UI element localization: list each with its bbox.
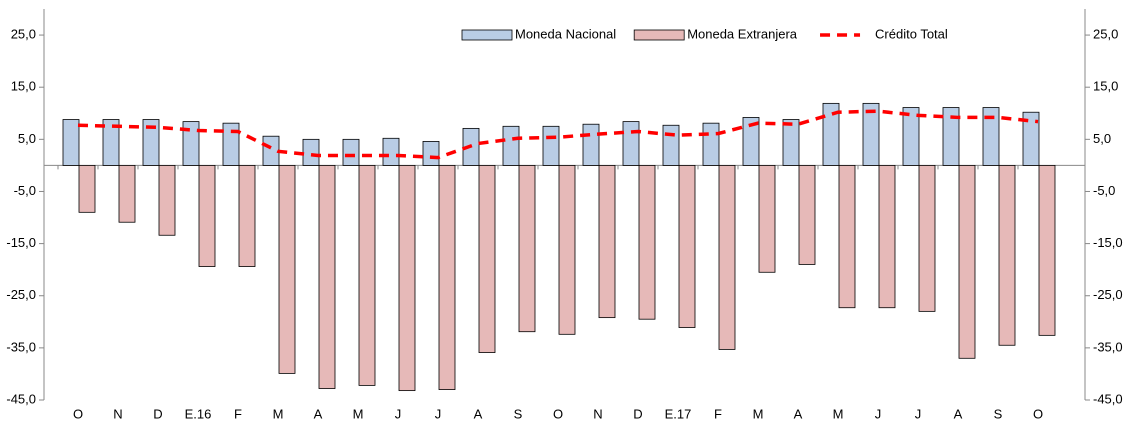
bar	[1022, 111, 1040, 166]
bar	[758, 164, 776, 273]
bar	[718, 164, 736, 350]
x-tick-label: S	[514, 406, 523, 421]
bar	[782, 119, 800, 166]
x-tick-label: S	[994, 406, 1003, 421]
bar	[598, 164, 616, 319]
x-tick-label: N	[593, 406, 602, 421]
x-tick-label: F	[714, 406, 722, 421]
x-tick-label: J	[875, 406, 882, 421]
x-tick-label: A	[954, 406, 963, 421]
y-tick-label: -45,0	[6, 391, 36, 406]
x-tick-label: J	[435, 406, 442, 421]
bar	[198, 164, 216, 267]
y2-tick-label: 25,0	[1093, 27, 1118, 42]
bar	[278, 164, 296, 374]
bar	[542, 125, 560, 166]
x-tick-label: F	[234, 406, 242, 421]
y2-tick-label: -5,0	[1093, 183, 1115, 198]
y2-tick-label: -45,0	[1093, 391, 1123, 406]
bar	[262, 135, 280, 166]
bar	[382, 137, 400, 166]
bar	[582, 123, 600, 166]
bar	[862, 102, 880, 166]
legend-swatch	[461, 29, 513, 41]
bar	[878, 164, 896, 309]
y-tick-label: -15,0	[6, 235, 36, 250]
x-tick-label: M	[833, 406, 844, 421]
bar	[998, 164, 1016, 346]
x-tick-label: A	[794, 406, 803, 421]
bar	[318, 164, 336, 389]
x-tick-label: M	[273, 406, 284, 421]
bar	[438, 164, 456, 390]
x-tick-label: A	[474, 406, 483, 421]
bar	[238, 164, 256, 267]
y-tick-label: 15,0	[11, 79, 36, 94]
bar	[902, 107, 920, 166]
legend-label: Moneda Nacional	[515, 26, 616, 41]
bar	[118, 164, 136, 223]
bar	[302, 138, 320, 166]
bar	[1038, 164, 1056, 336]
bar	[622, 121, 640, 166]
bar	[838, 164, 856, 309]
bar	[942, 107, 960, 166]
x-tick-label: J	[915, 406, 922, 421]
bar	[78, 164, 96, 213]
bar	[518, 164, 536, 333]
bar	[822, 102, 840, 166]
bar	[798, 164, 816, 265]
bar	[662, 124, 680, 166]
y-tick-label: -5,0	[14, 183, 36, 198]
x-tick-label: E.16	[185, 406, 212, 421]
x-tick-label: O	[73, 406, 83, 421]
y-tick-label: 5,0	[18, 131, 36, 146]
line	[77, 109, 1039, 160]
bar	[62, 119, 80, 166]
y-tick-label: -35,0	[6, 339, 36, 354]
x-tick-label: M	[753, 406, 764, 421]
y2-tick-label: -15,0	[1093, 235, 1123, 250]
y2-tick-label: 5,0	[1093, 131, 1111, 146]
legend-swatch	[633, 29, 685, 41]
x-tick-label: E.17	[665, 406, 692, 421]
bar	[398, 164, 416, 392]
bar	[358, 164, 376, 386]
x-tick-label: O	[553, 406, 563, 421]
x-tick-label: D	[633, 406, 642, 421]
y-tick-label: 25,0	[11, 27, 36, 42]
bar	[222, 122, 240, 166]
bar	[342, 138, 360, 166]
bar	[638, 164, 656, 320]
legend-label: Moneda Extranjera	[687, 26, 798, 41]
bar	[558, 164, 576, 335]
bar	[678, 164, 696, 328]
y2-tick-label: 15,0	[1093, 79, 1118, 94]
bar	[958, 164, 976, 359]
bar	[158, 164, 176, 236]
bar	[918, 164, 936, 312]
x-tick-label: D	[153, 406, 162, 421]
x-tick-label: N	[113, 406, 122, 421]
x-tick-label: J	[395, 406, 402, 421]
y-tick-label: -25,0	[6, 287, 36, 302]
bar	[182, 121, 200, 166]
y2-tick-label: -25,0	[1093, 287, 1123, 302]
bar	[142, 119, 160, 166]
x-tick-label: A	[314, 406, 323, 421]
bar	[742, 117, 760, 166]
legend-label: Crédito Total	[875, 26, 948, 41]
bar	[478, 164, 496, 353]
x-tick-label: M	[353, 406, 364, 421]
bar	[502, 125, 520, 166]
y2-tick-label: -35,0	[1093, 339, 1123, 354]
bar	[982, 107, 1000, 166]
bar	[422, 141, 440, 166]
bar	[702, 122, 720, 166]
x-tick-label: O	[1033, 406, 1043, 421]
bar	[102, 119, 120, 166]
